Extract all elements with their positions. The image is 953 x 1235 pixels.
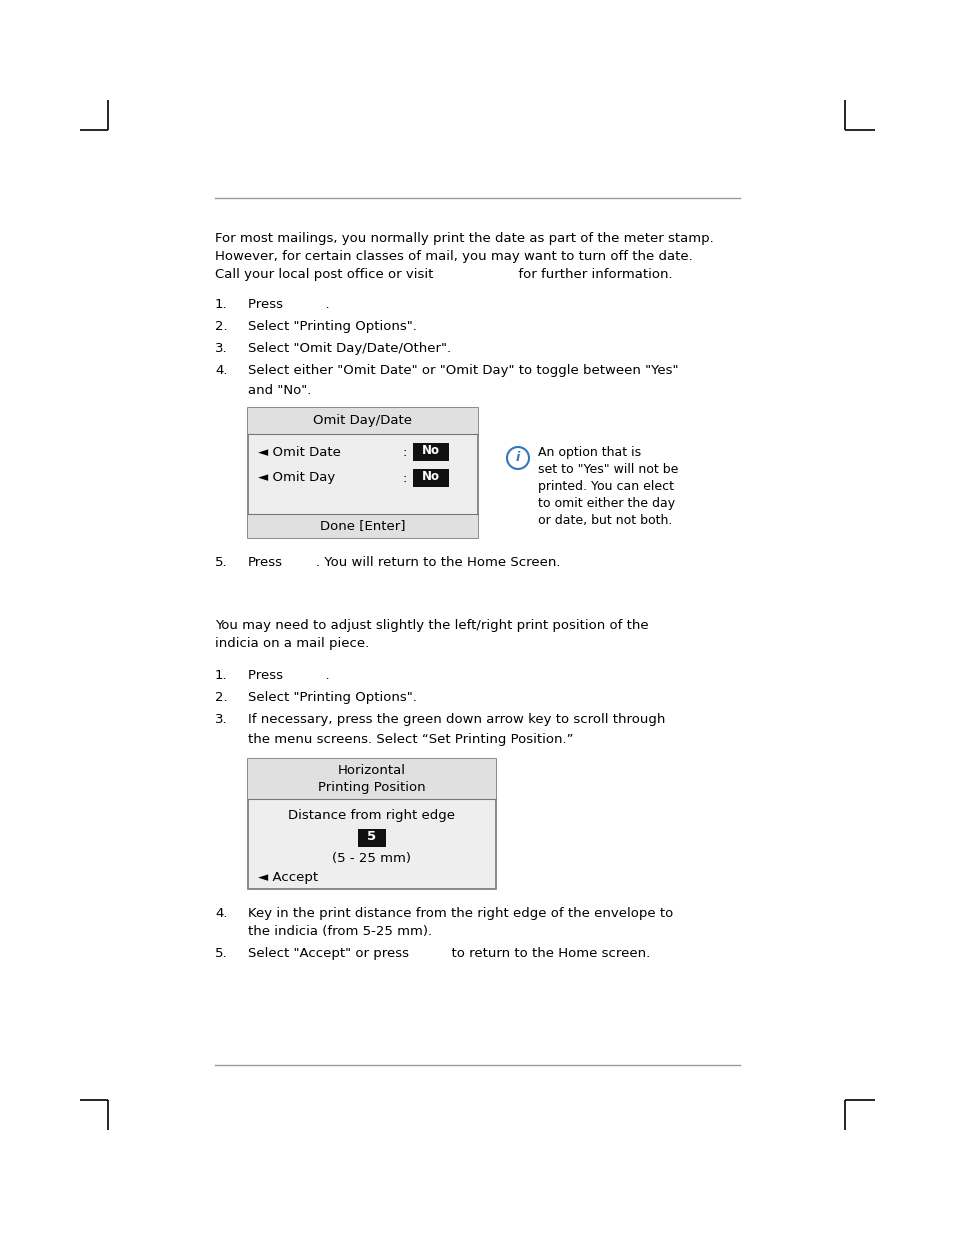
Bar <box>248 408 477 538</box>
Text: indicia on a mail piece.: indicia on a mail piece. <box>214 637 369 650</box>
Text: ◄ Omit Date: ◄ Omit Date <box>257 446 340 458</box>
Text: printed. You can elect: printed. You can elect <box>537 480 673 493</box>
Text: 4.: 4. <box>214 906 227 920</box>
Text: :: : <box>402 472 407 484</box>
Text: 2.: 2. <box>214 320 228 333</box>
Text: Omit Day/Date: Omit Day/Date <box>314 414 412 427</box>
Text: You may need to adjust slightly the left/right print position of the: You may need to adjust slightly the left… <box>214 619 648 632</box>
Text: Press          .: Press . <box>248 298 330 311</box>
Text: the menu screens. Select “Set Printing Position.”: the menu screens. Select “Set Printing P… <box>248 734 573 746</box>
Text: Select "Omit Day/Date/Other".: Select "Omit Day/Date/Other". <box>248 342 451 354</box>
Bar <box>357 829 386 847</box>
Text: Select either "Omit Date" or "Omit Day" to toggle between "Yes": Select either "Omit Date" or "Omit Day" … <box>248 364 678 377</box>
Text: Press: Press <box>248 556 283 569</box>
Text: (5 - 25 mm): (5 - 25 mm) <box>333 852 411 864</box>
Text: Select "Accept" or press          to return to the Home screen.: Select "Accept" or press to return to th… <box>248 947 650 960</box>
Text: and "No".: and "No". <box>248 384 311 396</box>
Bar <box>248 760 496 799</box>
Text: If necessary, press the green down arrow key to scroll through: If necessary, press the green down arrow… <box>248 713 664 726</box>
Text: 5.: 5. <box>214 947 228 960</box>
Text: Done [Enter]: Done [Enter] <box>320 519 405 532</box>
Text: . You will return to the Home Screen.: . You will return to the Home Screen. <box>315 556 560 569</box>
Text: Distance from right edge: Distance from right edge <box>288 809 455 823</box>
Text: No: No <box>421 445 439 457</box>
Text: 4.: 4. <box>214 364 227 377</box>
Text: Select "Printing Options".: Select "Printing Options". <box>248 320 416 333</box>
Text: 1.: 1. <box>214 298 228 311</box>
Bar <box>248 408 477 433</box>
Text: 3.: 3. <box>214 342 228 354</box>
Text: i: i <box>516 451 519 464</box>
Bar <box>248 760 496 889</box>
Text: :: : <box>402 446 407 458</box>
Text: 2.: 2. <box>214 692 228 704</box>
Text: Select "Printing Options".: Select "Printing Options". <box>248 692 416 704</box>
Text: 5.: 5. <box>214 556 228 569</box>
Text: Press          .: Press . <box>248 669 330 682</box>
Text: Call your local post office or visit                    for further information.: Call your local post office or visit for… <box>214 268 672 282</box>
Text: set to "Yes" will not be: set to "Yes" will not be <box>537 463 678 475</box>
Text: ◄ Omit Day: ◄ Omit Day <box>257 472 335 484</box>
Text: For most mailings, you normally print the date as part of the meter stamp.: For most mailings, you normally print th… <box>214 232 713 245</box>
Text: An option that is: An option that is <box>537 446 640 459</box>
Text: Key in the print distance from the right edge of the envelope to: Key in the print distance from the right… <box>248 906 673 920</box>
Text: 1.: 1. <box>214 669 228 682</box>
Text: the indicia (from 5-25 mm).: the indicia (from 5-25 mm). <box>248 925 432 939</box>
Text: No: No <box>421 471 439 483</box>
Bar <box>413 469 449 487</box>
Bar <box>248 514 477 538</box>
Text: to omit either the day: to omit either the day <box>537 496 675 510</box>
Text: 3.: 3. <box>214 713 228 726</box>
Text: Horizontal: Horizontal <box>337 764 406 777</box>
Text: 5: 5 <box>367 830 376 844</box>
Text: Printing Position: Printing Position <box>318 781 425 794</box>
Text: However, for certain classes of mail, you may want to turn off the date.: However, for certain classes of mail, yo… <box>214 249 692 263</box>
Bar <box>413 443 449 461</box>
Text: ◄ Accept: ◄ Accept <box>257 871 317 884</box>
Text: or date, but not both.: or date, but not both. <box>537 514 672 527</box>
